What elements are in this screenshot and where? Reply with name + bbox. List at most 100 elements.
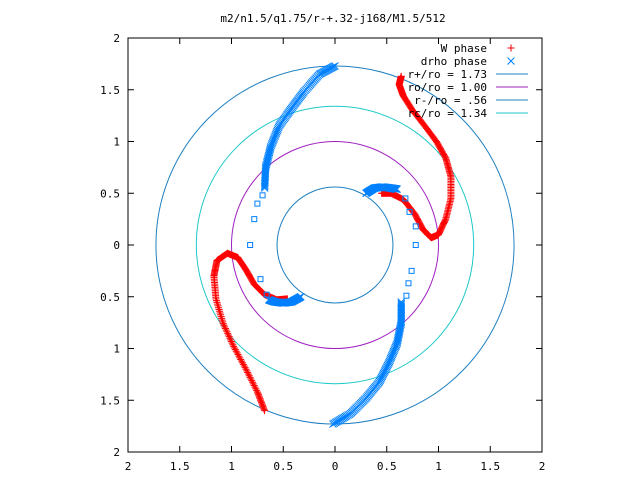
data-point [402,195,409,202]
x-tick-label: 1 [435,460,442,473]
data-point [250,381,258,389]
data-point [266,145,274,154]
data-point [226,334,234,342]
x-tick-label: 2 [539,460,546,473]
x-tick-label: 2 [125,460,132,473]
data-point [238,357,246,365]
data-point [260,184,269,192]
data-point [233,349,241,357]
legend-label: rc/ro = 1.34 [408,107,488,120]
data-point [228,339,236,347]
data-point [217,311,225,319]
data-point [223,328,231,336]
legend-label: drho phase [421,55,487,68]
data-point [247,242,254,248]
data-point [253,388,261,396]
data-point [219,320,227,328]
data-point [224,329,232,337]
y-tick-label: 1.5 [100,84,120,97]
data-point [260,182,269,191]
legend-marker [507,44,515,52]
data-point [236,354,244,362]
y-tick-label: 0 [113,239,120,252]
data-point [216,307,224,315]
data-point [265,148,274,157]
data-point [257,276,264,283]
data-point [412,242,419,248]
legend-label: ro/ro = 1.00 [408,81,487,94]
data-point [397,298,406,306]
data-point [243,367,251,375]
data-point [264,151,273,160]
data-point [253,386,261,394]
data-point [246,373,254,381]
data-point [221,325,229,333]
data-point [237,355,245,363]
data-point [263,156,272,164]
data-point [240,362,248,370]
data-point [265,147,274,155]
y-tick-label: 1 [113,136,120,149]
data-point [239,360,247,368]
data-point [218,314,226,322]
data-point [265,150,273,158]
x-tick-label: 0.5 [377,460,397,473]
data-point [392,340,401,349]
data-point [262,159,271,167]
data-point [227,338,235,346]
data-point [254,389,262,397]
legend-marker [507,57,515,65]
data-point [216,309,224,317]
data-point [397,299,406,308]
data-point [230,344,238,352]
data-point [244,370,252,378]
data-point [263,157,271,166]
y-tick-label: 0.5 [100,187,120,200]
data-point [267,141,276,150]
data-point [238,359,246,367]
data-point [213,298,221,306]
y-tick-label: 1 [113,343,120,356]
series-plus-points [210,72,455,415]
data-point [251,383,259,391]
data-point [260,181,269,189]
data-point [244,368,252,376]
data-point [266,144,275,153]
data-point [222,326,230,334]
data-point [266,142,275,151]
x-tick-label: 1.5 [170,460,190,473]
data-point [403,292,410,299]
data-point [251,216,258,223]
data-point [231,346,239,354]
data-point [215,305,223,313]
data-point [214,300,222,308]
data-point [406,208,413,215]
y-tick-label: 2 [113,32,120,45]
data-point [229,341,237,349]
data-point [217,313,225,321]
data-point [242,365,250,373]
data-point [219,318,227,326]
data-point [220,321,228,329]
data-point [214,302,222,310]
data-point [412,223,419,230]
ring-2 [231,141,439,349]
data-point [259,192,266,199]
x-tick-label: 1.5 [480,460,500,473]
ring-4 [195,105,475,385]
data-point [234,351,242,359]
data-point [224,331,232,339]
data-point [218,316,226,324]
data-point [408,267,415,274]
chart-title: m2/n1.5/q1.75/r-+.32-j168/M1.5/512 [220,12,445,25]
data-point [230,342,238,350]
data-point [249,380,257,388]
data-point [393,185,401,193]
data-point [235,352,243,360]
y-tick-label: 1.5 [100,394,120,407]
x-tick-label: 1 [228,460,235,473]
legend-label: r-/ro = .56 [414,94,487,107]
data-point [397,301,406,309]
data-point [215,304,223,312]
